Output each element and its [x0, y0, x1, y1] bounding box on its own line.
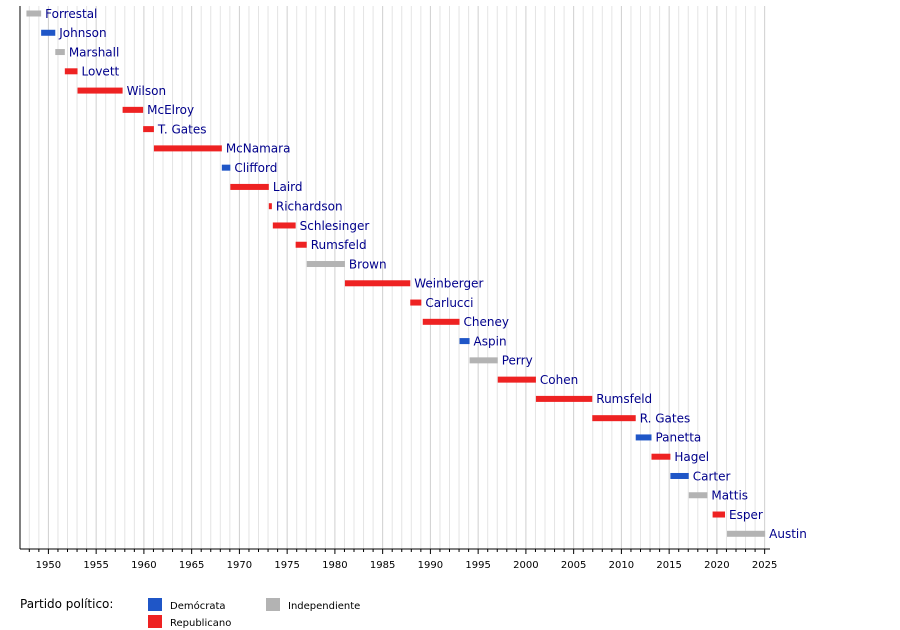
secretary-label: Austin	[769, 527, 807, 541]
secretary-label: Brown	[349, 257, 387, 271]
secretary-label: Johnson	[58, 26, 106, 40]
x-axis: 1950 1955 1960 1965 1970 1975 1980 1985 1990 1995…	[19, 6, 777, 571]
x-tick-label: 2005	[561, 560, 586, 571]
secretary-label: Clifford	[234, 161, 277, 175]
term-bar	[535, 395, 593, 402]
x-tick-label: 1995	[465, 560, 490, 571]
term-bar	[306, 261, 345, 268]
term-bar	[469, 357, 498, 364]
secretary-label: Aspin	[474, 334, 507, 348]
secretary-label: Cheney	[464, 315, 509, 329]
x-tick-label: 1980	[322, 560, 347, 571]
term-bar	[55, 49, 65, 56]
x-tick-label: 2020	[704, 560, 729, 571]
term-bar	[143, 126, 154, 133]
x-tick-label: 1985	[370, 560, 395, 571]
x-tick-label: 1970	[227, 560, 252, 571]
term-bar	[272, 222, 296, 229]
x-tick-label: 1990	[418, 560, 443, 571]
legend-swatch	[148, 598, 162, 611]
term-bar	[688, 492, 708, 499]
term-bar	[727, 530, 766, 537]
term-bar	[41, 29, 56, 36]
term-bar	[295, 241, 307, 248]
secretary-label: Panetta	[655, 431, 701, 445]
secretary-label: Lovett	[82, 65, 120, 79]
secretary-label: Laird	[273, 180, 303, 194]
secretary-label: Carlucci	[425, 296, 473, 310]
term-bar	[64, 68, 78, 75]
secretary-label: Weinberger	[414, 277, 483, 291]
legend-swatch	[148, 615, 162, 628]
legend-swatch	[266, 598, 280, 611]
term-bar	[230, 183, 269, 190]
legend-label: Demócrata	[170, 600, 226, 612]
secretary-label: Perry	[502, 354, 533, 368]
x-tick-label: 1965	[179, 560, 204, 571]
secretary-label: Cohen	[540, 373, 578, 387]
secretary-label: McNamara	[226, 142, 291, 156]
secretary-label: T. Gates	[157, 122, 207, 136]
term-bars: Forrestal Johnson Marshall Lovett Wilson McEl…	[26, 7, 807, 541]
term-bar	[221, 164, 231, 171]
x-tick-label: 1955	[83, 560, 108, 571]
x-tick-label: 1975	[274, 560, 299, 571]
secretary-label: R. Gates	[640, 411, 691, 425]
term-bar	[122, 106, 144, 113]
term-bar	[670, 472, 689, 479]
secretary-label: Hagel	[674, 450, 709, 464]
secretary-label: Rumsfeld	[596, 392, 652, 406]
term-bar	[26, 10, 42, 17]
legend-label: Independiente	[288, 601, 360, 612]
term-bar	[712, 511, 726, 518]
legend-title: Partido político:	[20, 597, 113, 611]
gridlines	[28, 6, 766, 549]
x-tick-label: 2010	[609, 560, 634, 571]
x-tick-label: 1960	[131, 560, 156, 571]
secretary-label: Richardson	[276, 200, 343, 214]
term-bar	[459, 338, 470, 345]
secretary-label: Marshall	[69, 45, 120, 59]
term-bar	[497, 376, 536, 383]
term-bar	[344, 280, 411, 287]
x-tick-label: 2000	[513, 560, 538, 571]
secretary-label: Esper	[729, 508, 763, 522]
x-tick-label: 1950	[36, 560, 61, 571]
secretary-label: Schlesinger	[300, 219, 370, 233]
x-tick-label: 2015	[656, 560, 681, 571]
x-tick-label: 2025	[752, 560, 777, 571]
secretary-label: Wilson	[127, 84, 166, 98]
term-bar	[635, 434, 652, 441]
term-bar	[153, 145, 222, 152]
term-bar	[268, 203, 272, 210]
secretary-label: Forrestal	[45, 7, 97, 21]
legend: Partido político: Demócrata Republicano In…	[20, 597, 360, 629]
term-bar	[77, 87, 123, 94]
term-bar	[422, 318, 460, 325]
secretary-label: Rumsfeld	[311, 238, 367, 252]
term-bar	[651, 453, 671, 460]
term-bar	[410, 299, 422, 306]
legend-label: Republicano	[170, 618, 231, 629]
secretary-label: McElroy	[147, 103, 194, 117]
term-bar	[592, 415, 636, 422]
secretary-label: Mattis	[711, 489, 748, 503]
secretary-label: Carter	[693, 469, 731, 483]
